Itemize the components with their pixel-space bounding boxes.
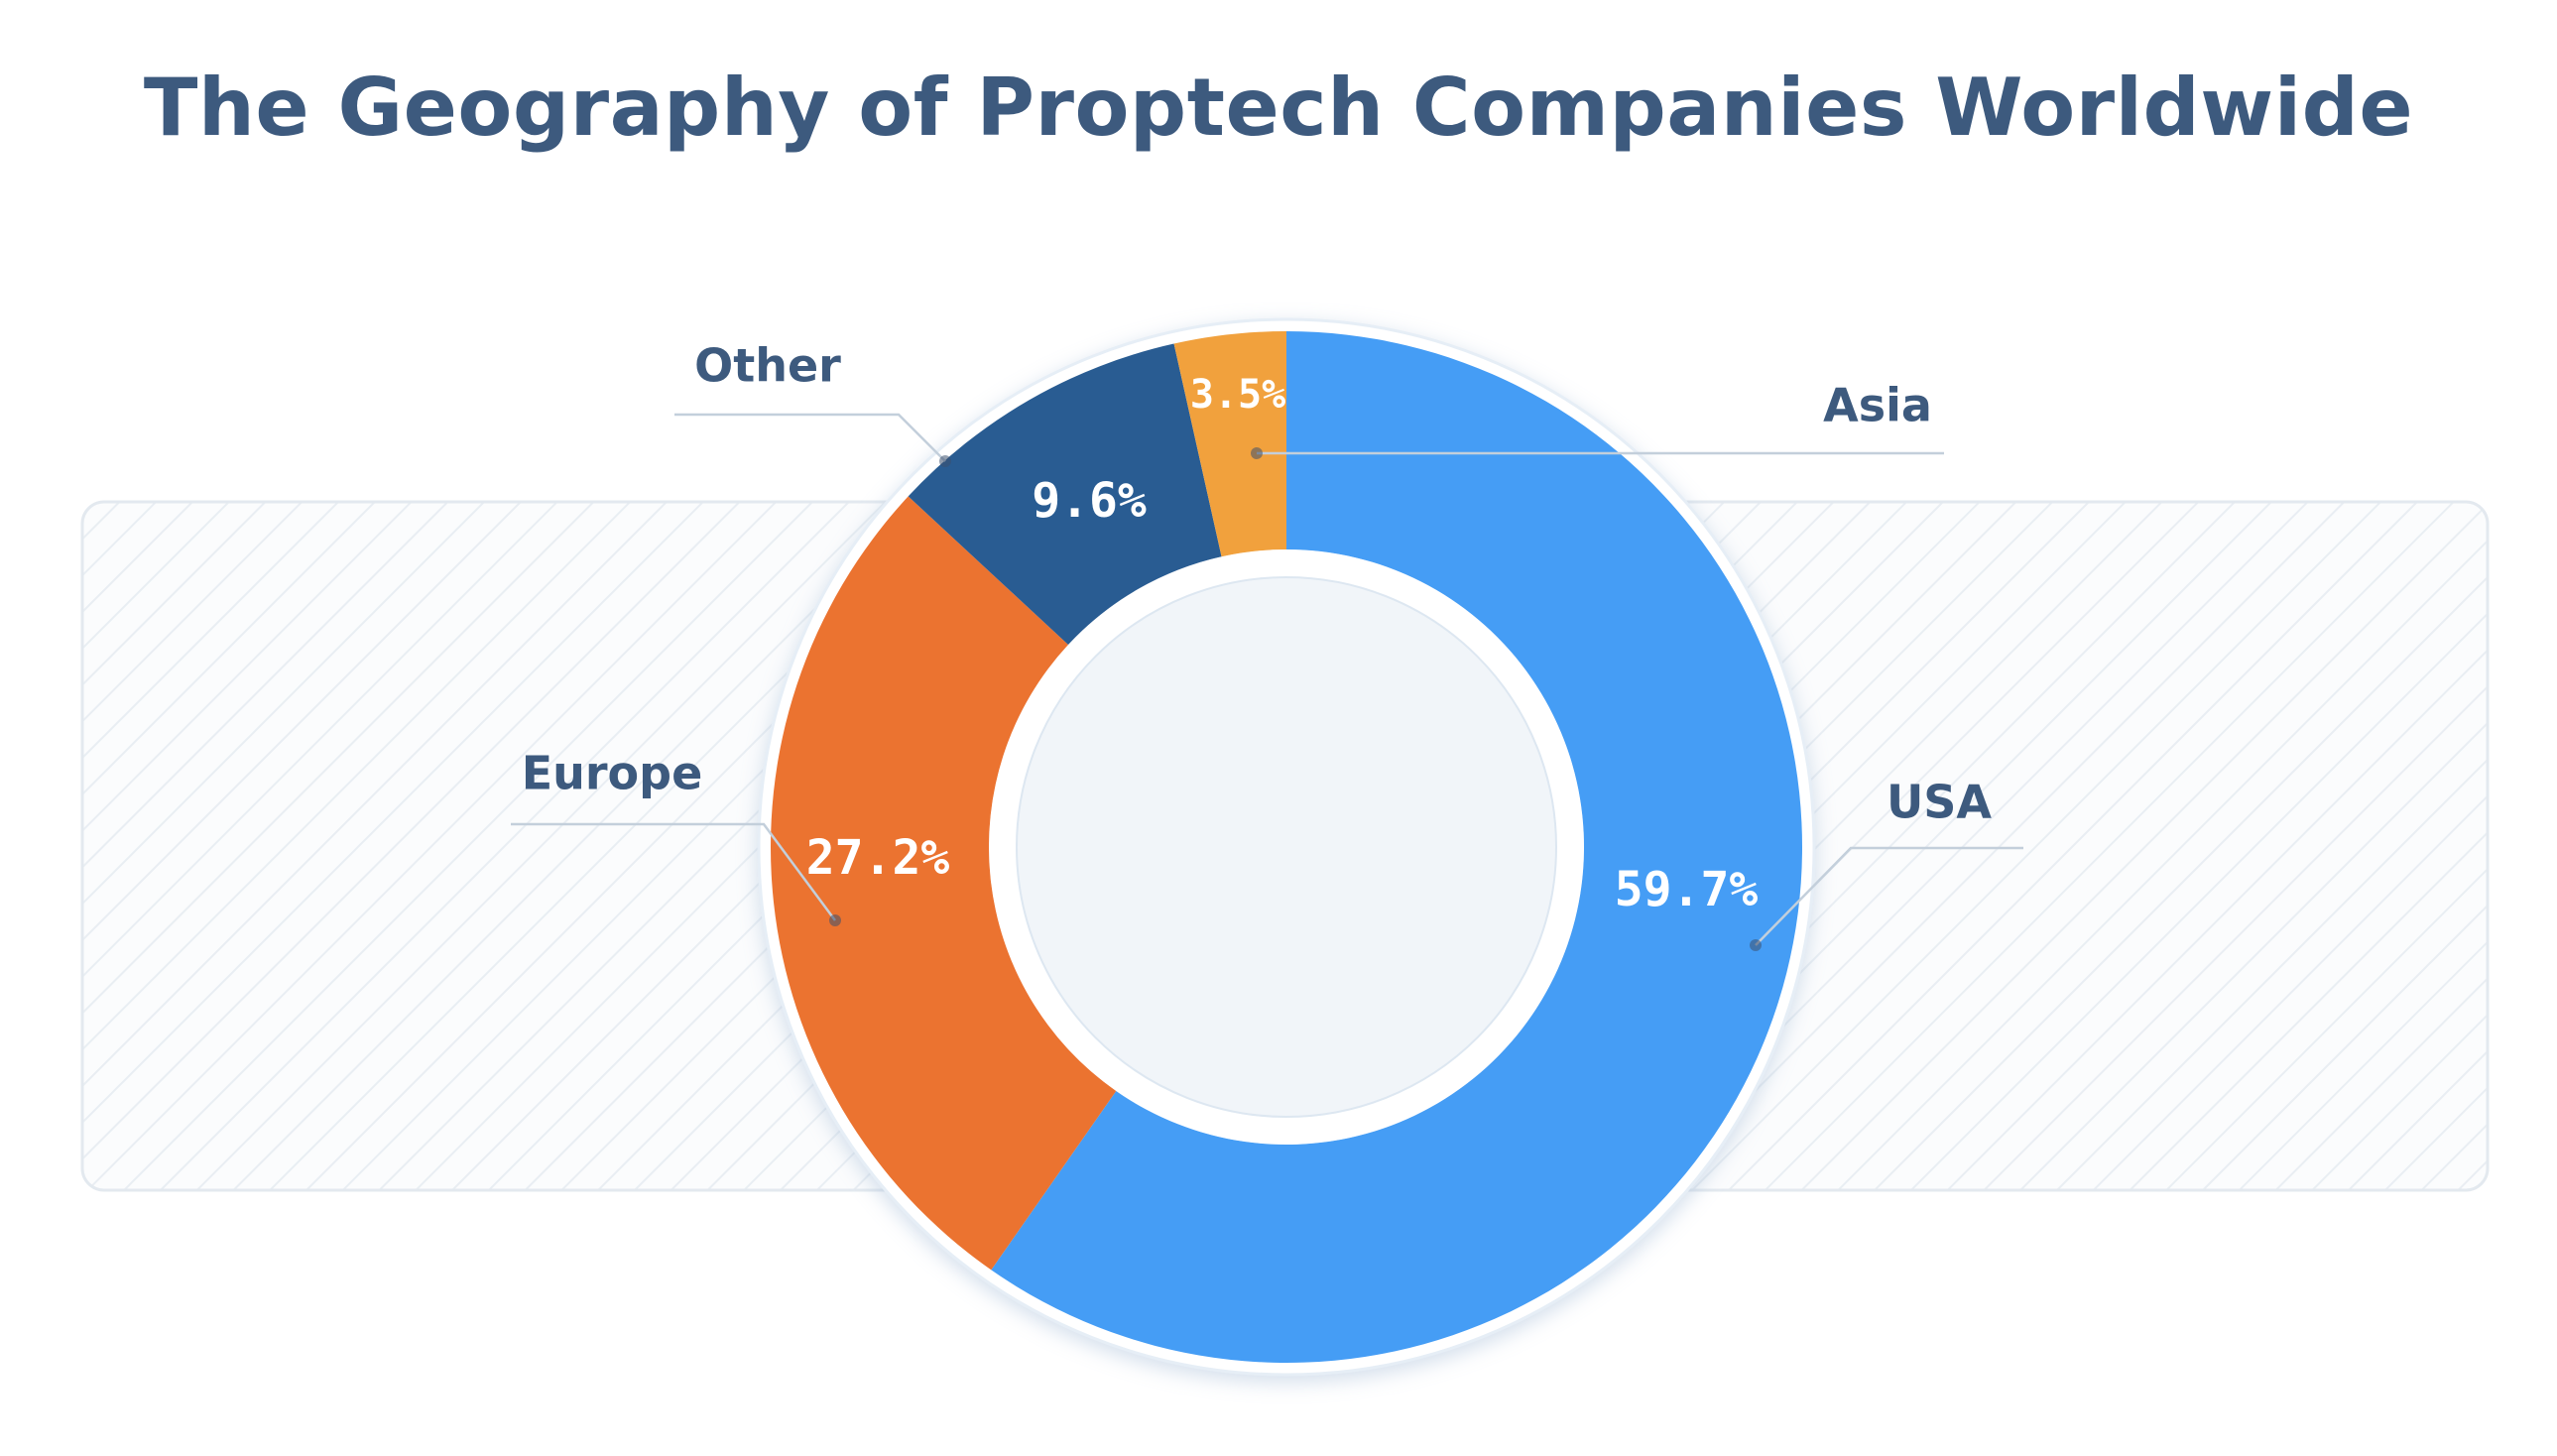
leader-dot-other bbox=[939, 455, 951, 467]
leader-dot-usa bbox=[1750, 939, 1762, 951]
leader-dot-europe bbox=[829, 914, 841, 926]
category-label-asia: Asia bbox=[1823, 379, 1932, 432]
category-label-other: Other bbox=[694, 339, 841, 393]
value-label-europe: 27.2% bbox=[806, 830, 950, 886]
leader-lines bbox=[511, 413, 2023, 951]
leader-line-other bbox=[674, 413, 946, 462]
slice-other bbox=[908, 343, 1222, 646]
value-label-other: 9.6% bbox=[1032, 473, 1147, 529]
category-label-europe: Europe bbox=[522, 747, 703, 800]
leader-dot-asia bbox=[1251, 447, 1263, 459]
slice-usa bbox=[991, 331, 1802, 1364]
donut-center bbox=[1016, 576, 1557, 1118]
slice-asia bbox=[1173, 331, 1286, 557]
leader-line-europe bbox=[511, 822, 837, 921]
slice-europe bbox=[771, 496, 1117, 1271]
category-label-usa: USA bbox=[1887, 776, 1992, 829]
leader-line-usa bbox=[1755, 846, 2023, 946]
value-label-asia: 3.5% bbox=[1190, 372, 1285, 418]
chart-labels: 59.7% USA 27.2% Europe 9.6% Other 3.5% Asia bbox=[522, 339, 1993, 918]
donut-slices bbox=[771, 331, 1802, 1364]
value-label-usa: 59.7% bbox=[1615, 862, 1759, 917]
chart-title: The Geography of Proptech Companies Worl… bbox=[143, 61, 2414, 154]
